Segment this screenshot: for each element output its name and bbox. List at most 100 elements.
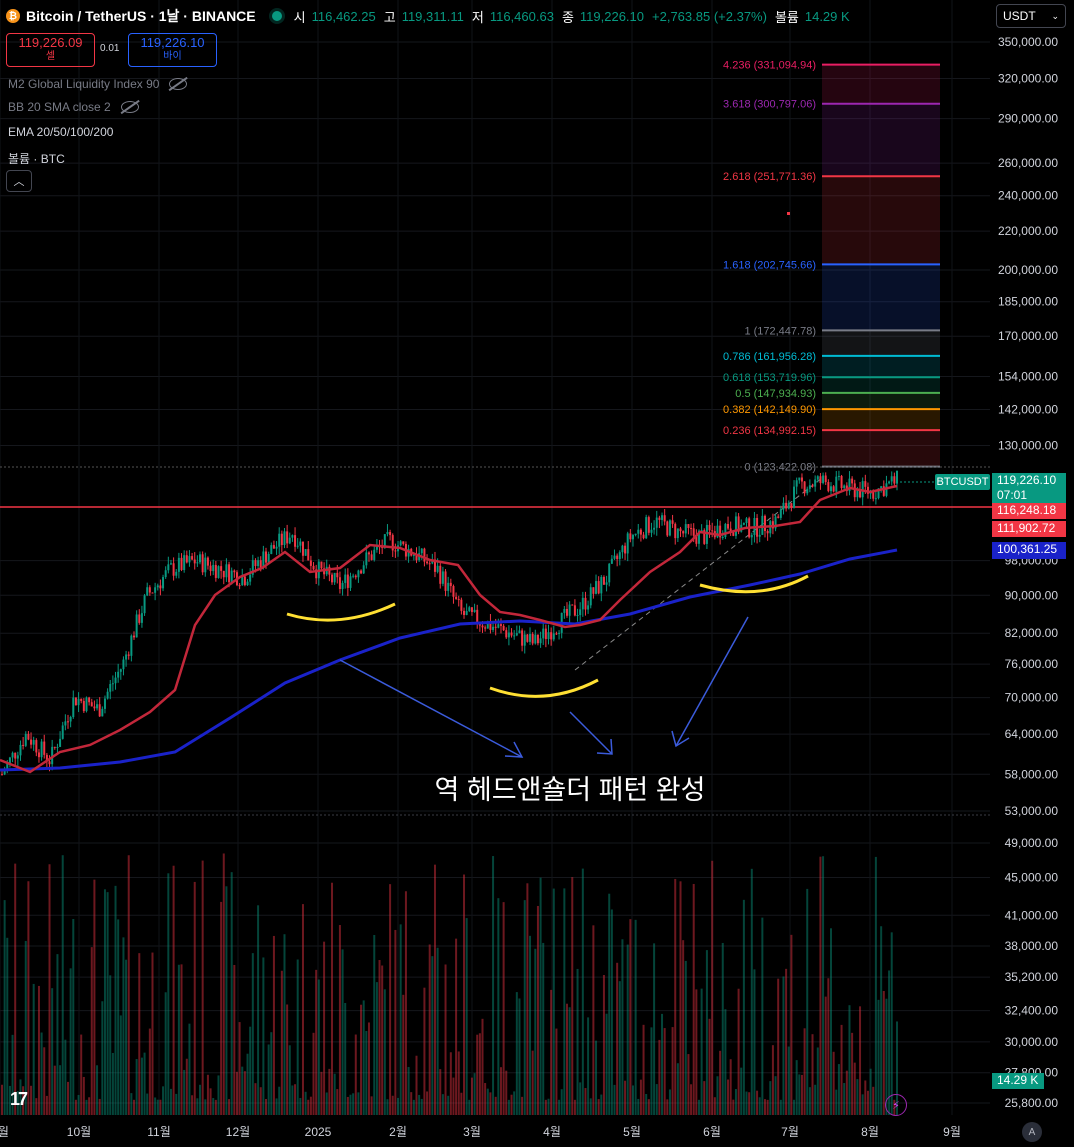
candle-body <box>650 529 653 533</box>
candle-body <box>304 549 307 556</box>
volume-bar <box>840 1024 843 1115</box>
volume-bar <box>162 1086 165 1115</box>
indicator-volume[interactable]: 볼륨 · BTC <box>8 150 65 167</box>
candle-body <box>180 557 183 571</box>
candle-body <box>333 572 336 583</box>
price-tick-label: 82,000.00 <box>1005 626 1059 640</box>
volume-bar <box>175 1093 178 1115</box>
candle-body <box>183 555 186 571</box>
fib-level-label: 3.618 (300,797.06) <box>723 99 816 111</box>
candle-body <box>43 741 46 755</box>
lightning-icon[interactable]: ⚡ <box>885 1094 907 1116</box>
volume-bar <box>381 965 384 1115</box>
volume-bar <box>272 935 275 1115</box>
volume-bar <box>404 891 407 1115</box>
price-tick-label: 32,400.00 <box>1005 1004 1059 1018</box>
volume-bar <box>684 960 687 1115</box>
volume-bar <box>64 1039 67 1115</box>
level-tag-2: 111,902.72 <box>992 521 1066 537</box>
time-tick-label: 9월 <box>0 1125 9 1139</box>
volume-bar <box>708 1018 711 1115</box>
volume-bar <box>756 1090 759 1115</box>
candle-body <box>470 607 473 612</box>
candle-body <box>798 477 801 481</box>
low-label: 저 <box>471 9 484 25</box>
volume-bar <box>27 881 30 1115</box>
candle-body <box>270 545 273 554</box>
volume-bar <box>251 953 254 1115</box>
volume-bar <box>280 970 283 1115</box>
indicator-bb[interactable]: BB 20 SMA close 2 <box>8 100 139 114</box>
collapse-chevron-up-icon[interactable]: ︿ <box>6 170 32 192</box>
hidden-eye-icon[interactable] <box>120 101 139 113</box>
time-tick-label: 8월 <box>861 1125 879 1139</box>
candle-body <box>880 486 883 489</box>
volume-bar <box>135 1059 138 1115</box>
candle-body <box>700 530 703 532</box>
volume-bar <box>613 1084 616 1115</box>
volume-bar <box>478 1033 481 1115</box>
candle-body <box>589 587 592 606</box>
volume-bar <box>441 1094 444 1115</box>
volume-bar <box>6 937 9 1115</box>
hidden-eye-icon[interactable] <box>169 78 188 90</box>
price-tick-label: 185,000.00 <box>998 295 1058 309</box>
candle-body <box>573 605 576 616</box>
volume-bar <box>843 1083 846 1115</box>
candle-body <box>851 478 854 484</box>
candle-body <box>655 517 658 528</box>
candle-body <box>866 486 869 494</box>
candle-body <box>626 533 629 554</box>
auto-scale-button[interactable]: A <box>1022 1122 1042 1142</box>
volume-bar <box>896 1021 898 1115</box>
symbol-title[interactable]: Bitcoin / TetherUS · 1날 · BINANCE <box>26 8 256 24</box>
tradingview-logo-icon[interactable]: 17 <box>10 1089 28 1109</box>
volume-bar <box>800 1074 803 1115</box>
volume-bar <box>114 885 117 1115</box>
fib-level-label: 0 (123,422.08) <box>744 462 816 474</box>
volume-bar <box>595 1040 598 1115</box>
volume-bar <box>154 1097 157 1115</box>
indicator-ema[interactable]: EMA 20/50/100/200 <box>8 125 113 139</box>
volume-bar <box>827 978 830 1115</box>
candle-body <box>716 525 719 538</box>
candle-body <box>682 531 685 534</box>
candle-body <box>262 551 265 568</box>
volume-bar <box>729 1059 732 1115</box>
volume-bar <box>463 874 466 1115</box>
volume-bar <box>851 1032 854 1115</box>
currency-select[interactable]: USDT ⌄ <box>996 4 1066 28</box>
fib-level-label: 0.236 (134,992.15) <box>723 425 816 437</box>
volume-bar <box>455 938 458 1115</box>
volume-bar <box>642 1024 645 1115</box>
price-tick-label: 41,000.00 <box>1005 908 1059 922</box>
candle-body <box>27 733 30 740</box>
volume-bar <box>745 1091 748 1115</box>
volume-bar <box>16 1091 19 1115</box>
volume-bar <box>360 1004 363 1115</box>
volume-bar <box>518 998 521 1115</box>
volume-bar <box>177 964 180 1115</box>
volume-bar <box>341 949 344 1115</box>
volume-bar <box>45 1095 48 1115</box>
volume-bar <box>819 856 822 1115</box>
volume-bar <box>412 1099 415 1115</box>
fib-zone <box>822 264 940 331</box>
sell-button[interactable]: 119,226.09 셀 <box>6 33 95 67</box>
volume-bar <box>663 1028 666 1115</box>
candle-body <box>103 698 106 709</box>
volume-bar <box>423 987 426 1115</box>
indicator-m2[interactable]: M2 Global Liquidity Index 90 <box>8 77 188 91</box>
candle-body <box>420 548 423 554</box>
volume-bar <box>661 1013 664 1115</box>
candle-body <box>896 470 898 484</box>
volume-bar <box>502 902 505 1115</box>
volume-bar <box>676 1063 679 1115</box>
candle-body <box>125 654 128 660</box>
volume-bar <box>872 1086 875 1115</box>
volume-bar <box>389 884 392 1115</box>
volume-bar <box>209 1088 212 1115</box>
price-tick-label: 58,000.00 <box>1005 767 1059 781</box>
buy-button[interactable]: 119,226.10 바이 <box>128 33 217 67</box>
